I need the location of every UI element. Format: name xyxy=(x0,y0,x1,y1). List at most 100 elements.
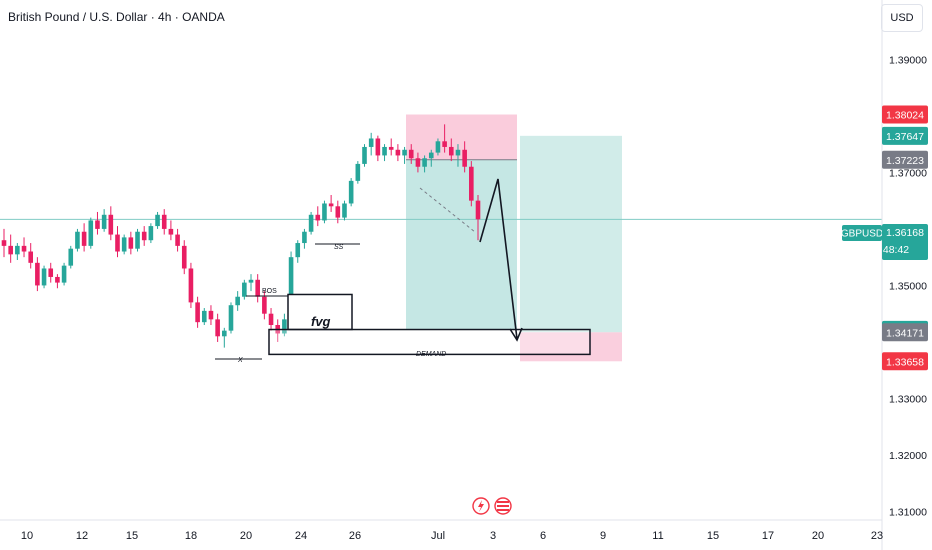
candle-body xyxy=(235,296,240,306)
candle xyxy=(115,226,120,258)
candle xyxy=(208,305,214,325)
candle xyxy=(402,146,407,164)
candle-body xyxy=(328,203,334,207)
candle-body xyxy=(1,240,7,246)
svg-text:GBPUSD: GBPUSD xyxy=(841,229,883,240)
candle-body xyxy=(282,319,287,334)
candle xyxy=(475,195,481,241)
price-tag-text: 1.38024 xyxy=(886,110,924,122)
x-tick-label: 18 xyxy=(185,530,197,542)
candle xyxy=(322,200,327,224)
x-tick-label: 10 xyxy=(21,530,33,542)
candle-body xyxy=(388,146,394,150)
drawings-layer xyxy=(215,178,591,360)
candle-body xyxy=(168,228,174,235)
candle xyxy=(268,308,274,331)
candle-body xyxy=(222,330,227,337)
currency-selector[interactable]: USD xyxy=(881,4,923,32)
candle xyxy=(348,178,354,207)
flash-icon[interactable] xyxy=(472,497,490,515)
candle-body xyxy=(375,138,381,156)
candle xyxy=(295,240,301,263)
y-tick-label: 1.35000 xyxy=(889,280,927,292)
candle-body xyxy=(75,231,80,249)
candle xyxy=(388,138,394,156)
candle xyxy=(195,296,200,328)
candle xyxy=(8,234,13,263)
candle-body xyxy=(422,158,427,167)
candle-body xyxy=(68,248,74,266)
candle xyxy=(368,132,374,156)
candle xyxy=(175,228,180,252)
current-price-label: 1.36168 48:42 xyxy=(882,224,928,260)
candle xyxy=(302,228,307,249)
candle xyxy=(328,195,334,212)
candle xyxy=(215,313,220,342)
take-profit-zone xyxy=(406,159,517,330)
chart-title: British Pound / U.S. Dollar · 4h · OANDA xyxy=(8,10,225,24)
candle-body xyxy=(428,152,434,159)
candle-body xyxy=(415,158,421,167)
stop-loss-zone xyxy=(406,114,517,160)
fvg-box xyxy=(287,293,353,331)
candle-body xyxy=(295,243,301,258)
candle-body xyxy=(228,305,234,331)
us-flag-icon[interactable] xyxy=(494,497,512,515)
price-tag: 1.38024 xyxy=(882,105,928,124)
price-tag-bg xyxy=(882,150,928,169)
projected-path xyxy=(479,178,518,340)
price-tag-bg xyxy=(882,323,928,342)
x-tick-label: 24 xyxy=(295,530,307,542)
candle xyxy=(382,144,387,162)
candle xyxy=(222,327,227,348)
candle xyxy=(315,206,321,227)
candle-body xyxy=(128,237,134,249)
candle xyxy=(462,141,467,173)
price-tag: 1.37223 xyxy=(882,150,928,169)
candle-body xyxy=(342,203,347,218)
candle-body xyxy=(362,146,367,164)
candle-body xyxy=(35,262,40,286)
candle xyxy=(469,161,474,207)
candle-body xyxy=(242,282,247,297)
x-tick-label: 15 xyxy=(126,530,138,542)
price-tag-text: 1.37647 xyxy=(886,131,924,143)
candle xyxy=(435,138,441,156)
candle xyxy=(168,220,174,241)
x-label: X xyxy=(237,357,243,364)
candle xyxy=(181,240,187,275)
x-tick-label: 9 xyxy=(600,530,606,542)
svg-text:1.36168: 1.36168 xyxy=(886,227,924,239)
candle-body xyxy=(88,220,94,246)
candle-body xyxy=(475,200,481,220)
candle xyxy=(81,223,87,252)
candle xyxy=(21,237,27,258)
x-tick-label: 26 xyxy=(349,530,361,542)
x-tick-label: 20 xyxy=(812,530,824,542)
candle xyxy=(128,231,134,255)
demand-box xyxy=(268,328,591,356)
candle-body xyxy=(108,214,114,235)
candle xyxy=(55,274,60,289)
candle xyxy=(121,234,127,255)
candle xyxy=(28,243,34,269)
price-tag-text: 1.33658 xyxy=(886,356,924,368)
candle-body xyxy=(95,220,100,229)
candle-body xyxy=(262,296,267,314)
symbol-label: GBPUSD xyxy=(841,225,883,241)
candle xyxy=(1,228,7,258)
candle-body xyxy=(268,313,274,325)
candle-body xyxy=(115,234,120,252)
candle xyxy=(235,291,240,311)
candle xyxy=(228,302,234,334)
candle-body xyxy=(455,149,461,156)
candle-body xyxy=(161,214,167,229)
candle xyxy=(422,155,427,173)
candle-body xyxy=(435,141,441,153)
projection-profit-zone xyxy=(520,135,622,333)
candle xyxy=(161,209,167,235)
x-tick-label: 6 xyxy=(540,530,546,542)
price-tag: 1.34171 xyxy=(882,323,928,342)
candle-body xyxy=(15,245,20,255)
